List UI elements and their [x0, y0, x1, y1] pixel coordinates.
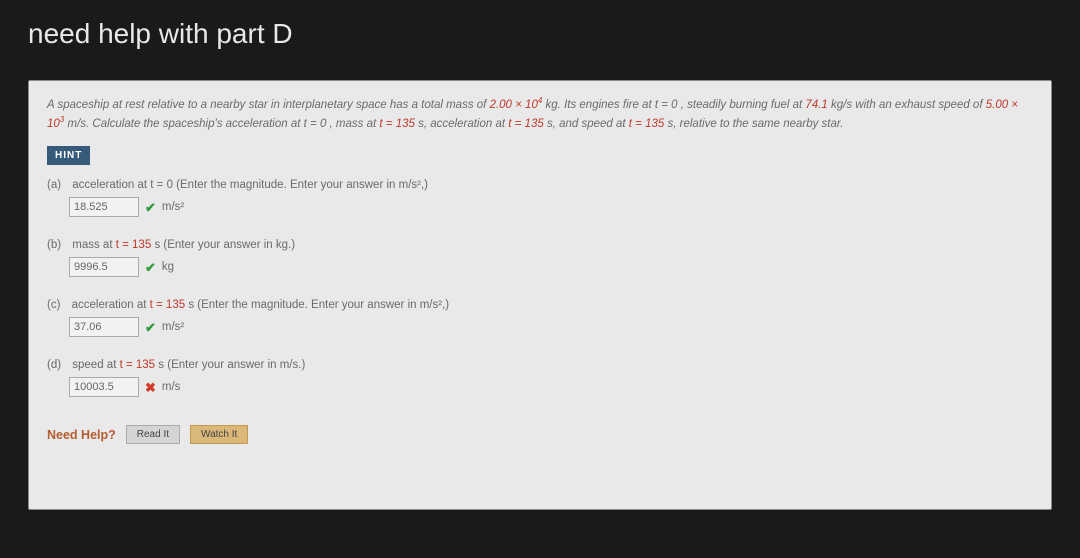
- part-letter: (c): [47, 299, 60, 311]
- part-suffix: s (Enter the magnitude. Enter your answe…: [188, 299, 449, 311]
- part-prefix: acceleration at: [72, 179, 150, 191]
- part-eq: t = 135: [120, 359, 156, 371]
- text: kg. Its engines fire at: [546, 99, 655, 111]
- part-b: (b) mass at t = 135 s (Enter your answer…: [47, 239, 1033, 277]
- part-c-label: (c) acceleration at t = 135 s (Enter the…: [47, 299, 1033, 311]
- t135b: t = 135: [508, 118, 544, 130]
- answer-input-a[interactable]: [69, 197, 139, 217]
- part-letter: (b): [47, 239, 61, 251]
- unit-label: m/s²: [162, 321, 184, 333]
- text: s, relative to the same nearby star.: [668, 118, 844, 130]
- text: m/s. Calculate the spaceship's accelerat…: [67, 118, 303, 130]
- check-icon: ✔: [145, 261, 156, 274]
- t135a: t = 135: [379, 118, 415, 130]
- answer-input-d[interactable]: [69, 377, 139, 397]
- part-a: (a) acceleration at t = 0 (Enter the mag…: [47, 179, 1033, 217]
- part-eq: t = 135: [150, 299, 186, 311]
- text: , steadily burning fuel at: [681, 99, 806, 111]
- part-c: (c) acceleration at t = 135 s (Enter the…: [47, 299, 1033, 337]
- part-prefix: speed at: [72, 359, 119, 371]
- t0b: t = 0: [304, 118, 327, 130]
- part-d: (d) speed at t = 135 s (Enter your answe…: [47, 359, 1033, 397]
- check-icon: ✔: [145, 201, 156, 214]
- t135c: t = 135: [629, 118, 665, 130]
- part-d-label: (d) speed at t = 135 s (Enter your answe…: [47, 359, 1033, 371]
- hint-button[interactable]: HINT: [47, 146, 90, 165]
- answer-input-b[interactable]: [69, 257, 139, 277]
- watch-it-button[interactable]: Watch It: [190, 425, 248, 444]
- read-it-button[interactable]: Read It: [126, 425, 180, 444]
- mass-value: 2.00 × 104: [490, 99, 543, 111]
- text: kg/s with an exhaust speed of: [831, 99, 986, 111]
- text: A spaceship at rest relative to a nearby…: [47, 99, 490, 111]
- text: s, acceleration at: [418, 118, 508, 130]
- part-prefix: mass at: [72, 239, 115, 251]
- part-letter: (a): [47, 179, 61, 191]
- part-eq: t = 0: [150, 179, 173, 191]
- part-letter: (d): [47, 359, 61, 371]
- text: s, and speed at: [547, 118, 629, 130]
- cross-icon: ✖: [145, 381, 156, 394]
- check-icon: ✔: [145, 321, 156, 334]
- need-help-label: Need Help?: [47, 428, 116, 442]
- problem-panel: A spaceship at rest relative to a nearby…: [28, 80, 1052, 510]
- unit-label: m/s: [162, 381, 181, 393]
- unit-label: kg: [162, 261, 174, 273]
- answer-input-c[interactable]: [69, 317, 139, 337]
- part-eq: t = 135: [116, 239, 152, 251]
- part-suffix: s (Enter your answer in kg.): [154, 239, 295, 251]
- burn-rate: 74.1: [805, 99, 827, 111]
- part-prefix: acceleration at: [72, 299, 150, 311]
- text: , mass at: [330, 118, 380, 130]
- t0: t = 0: [655, 99, 678, 111]
- problem-statement: A spaceship at rest relative to a nearby…: [47, 95, 1033, 133]
- need-help-row: Need Help? Read It Watch It: [47, 425, 1033, 444]
- part-b-label: (b) mass at t = 135 s (Enter your answer…: [47, 239, 1033, 251]
- page-title: need help with part D: [0, 0, 1080, 80]
- unit-label: m/s²: [162, 201, 184, 213]
- part-suffix: (Enter the magnitude. Enter your answer …: [176, 179, 428, 191]
- part-a-label: (a) acceleration at t = 0 (Enter the mag…: [47, 179, 1033, 191]
- part-suffix: s (Enter your answer in m/s.): [158, 359, 305, 371]
